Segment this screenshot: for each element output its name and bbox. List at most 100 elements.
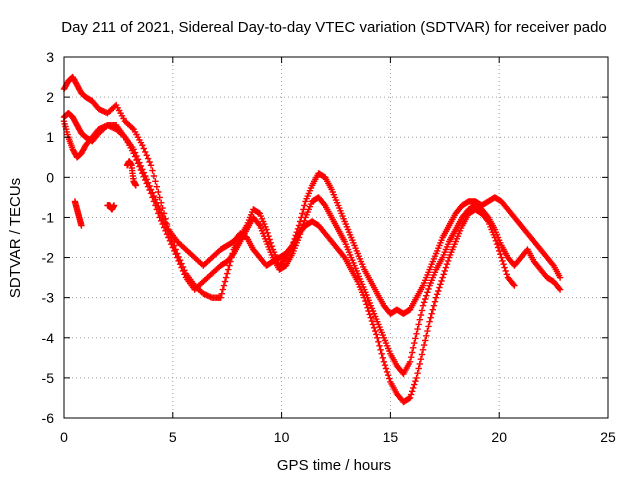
data-point <box>158 217 165 224</box>
x-axis-ticks: 0 5 10 15 20 25 <box>60 57 616 445</box>
data-point <box>376 342 383 349</box>
data-point <box>142 172 149 180</box>
data-point <box>425 323 432 330</box>
data-point <box>427 314 434 321</box>
data-point <box>368 317 376 325</box>
data-point <box>418 351 426 358</box>
data-point <box>422 337 429 344</box>
data-point <box>418 307 426 314</box>
data-point <box>143 152 150 159</box>
data-point <box>406 358 414 365</box>
data-point <box>156 214 163 221</box>
data-point <box>443 261 451 268</box>
data-point <box>415 365 422 372</box>
data-point <box>377 346 384 353</box>
data-point <box>499 257 506 265</box>
data-point <box>160 216 168 223</box>
data-point <box>132 182 139 189</box>
data-point <box>111 103 118 110</box>
data-point <box>496 247 503 255</box>
y-tick-label: -3 <box>42 290 55 306</box>
data-point <box>411 339 418 347</box>
data-point <box>78 222 85 229</box>
data-point <box>152 196 159 203</box>
data-point <box>411 381 418 388</box>
data-point <box>492 237 500 244</box>
data-point <box>555 285 563 292</box>
data-point <box>381 362 389 369</box>
data-point <box>556 274 564 281</box>
data-point <box>425 285 432 293</box>
data-point <box>159 204 166 212</box>
data-point <box>440 271 447 278</box>
data-point <box>424 289 431 296</box>
data-point <box>299 210 306 217</box>
data-point <box>444 257 452 265</box>
data-point <box>150 172 158 180</box>
data-point <box>417 356 425 363</box>
data-point <box>153 199 160 206</box>
data-point <box>410 384 417 392</box>
data-point <box>220 282 228 289</box>
data-point <box>373 331 380 338</box>
data-point <box>133 152 140 160</box>
data-point <box>156 194 163 201</box>
data-point <box>494 244 502 251</box>
data-point <box>301 217 308 224</box>
data-point <box>500 261 507 268</box>
data-point <box>175 257 182 265</box>
data-point <box>146 158 153 166</box>
data-point <box>158 209 165 216</box>
x-tick-label: 0 <box>60 429 68 445</box>
data-point <box>219 286 226 293</box>
data-point <box>139 166 146 173</box>
y-tick-label: -4 <box>42 330 55 346</box>
data-point <box>549 261 556 268</box>
data-point <box>181 271 188 278</box>
data-point <box>142 148 149 156</box>
data-point <box>442 264 450 271</box>
data-point <box>375 338 382 345</box>
x-tick-label: 10 <box>274 429 290 445</box>
data-point <box>130 146 137 153</box>
chart-title: Day 211 of 2021, Sidereal Day-to-day VTE… <box>61 19 607 36</box>
data-point <box>364 304 371 311</box>
data-point <box>407 391 415 398</box>
data-point <box>174 254 181 261</box>
data-point <box>420 299 428 306</box>
data-point <box>423 292 430 299</box>
data-point <box>134 156 142 163</box>
data-point <box>383 368 391 376</box>
data-point <box>497 251 504 258</box>
data-point <box>137 162 145 170</box>
data-point <box>419 302 427 309</box>
y-tick-label: 1 <box>46 129 54 145</box>
data-point <box>218 290 225 297</box>
data-point <box>136 159 143 166</box>
data-point <box>172 251 179 258</box>
data-point <box>150 192 158 200</box>
data-point <box>147 186 155 193</box>
data-point <box>143 176 150 183</box>
data-point <box>416 316 423 323</box>
data-point <box>378 350 385 357</box>
data-point <box>385 372 392 379</box>
data-point <box>380 358 388 365</box>
data-point <box>409 349 416 356</box>
data-point <box>419 346 427 353</box>
data-point <box>382 365 390 372</box>
data-point <box>369 321 377 328</box>
data-point <box>431 298 439 305</box>
grid-lines <box>64 57 608 418</box>
y-tick-label: 2 <box>46 89 54 105</box>
data-point <box>409 388 416 395</box>
data-point <box>263 226 270 233</box>
x-tick-label: 5 <box>169 429 177 445</box>
data-point <box>437 281 444 288</box>
data-point <box>147 162 155 169</box>
data-point <box>159 220 166 228</box>
data-point <box>415 321 422 328</box>
data-point <box>432 294 440 301</box>
data-point <box>439 274 446 281</box>
data-markers <box>60 73 564 406</box>
